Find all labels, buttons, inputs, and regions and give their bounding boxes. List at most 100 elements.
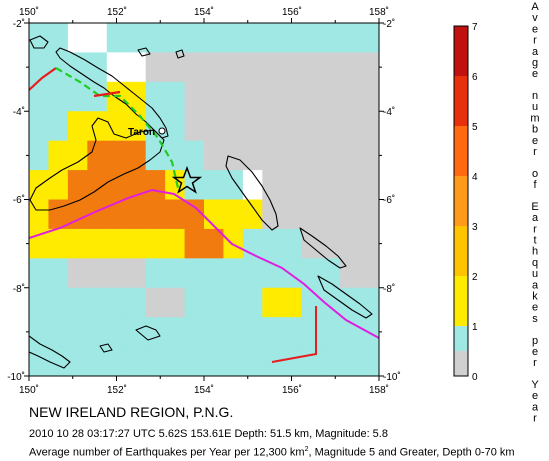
legend-title-letter: h [532,246,538,258]
grid-cell [165,81,186,112]
lat-label-left: -8˚ [13,283,25,295]
grid-cell [301,258,322,289]
grid-cell [359,346,379,376]
grid-cell [204,52,224,83]
grid-cell [184,287,205,318]
grid-cell [145,170,166,200]
grid-cell [301,111,322,142]
legend-title-letter: e [532,68,538,80]
grid-cell [301,81,322,112]
grid-cell [242,346,263,376]
grid-cell [340,228,361,259]
grid-cell [48,81,69,112]
legend-title-letter: o [532,168,538,180]
event-details: 2010 10 28 03:17:27 UTC 5.62S 153.61E De… [29,428,388,440]
grid-cell [145,52,166,83]
lon-label-top: 156˚ [282,6,302,18]
grid-cell [165,287,186,318]
grid-cell [126,287,147,318]
grid-cell [204,140,224,171]
grid-cell [301,52,322,83]
grid-cell [320,111,341,142]
legend-title-letter: m [530,112,539,124]
grid-cell [126,258,147,289]
grid-cell [204,258,224,289]
grid-cell [67,23,88,53]
grid-cell [301,170,322,200]
grid-cell [204,81,224,112]
legend-tick-label: 7 [472,22,478,33]
grid-cell [67,170,88,200]
grid-cell [223,52,244,83]
grid-cell [87,23,108,53]
grid-cell [359,111,379,142]
legend-band-1-2 [454,276,468,326]
grid-cell [184,228,205,259]
grid-cell [184,111,205,142]
grid-cell [340,23,361,53]
grid-cell [87,199,108,230]
grid-cell [359,140,379,171]
grid-cell [262,228,283,259]
legend-title-letter: a [532,212,539,224]
grid-cell [301,228,322,259]
grid-cell [165,140,186,171]
grid-cell [106,170,127,200]
grid-cell [281,23,302,53]
legend-tick-label: 1 [472,322,478,333]
small-island-coastline [135,325,161,341]
legend-band-4-5 [454,126,468,176]
lat-label-right: -2˚ [383,18,395,30]
grid-cell [184,199,205,230]
grid-cell [67,317,88,348]
lat-label-left: -4˚ [13,106,25,118]
grid-cell [106,52,127,83]
grid-cell [48,170,69,200]
grid-cell [320,346,341,376]
legend-title-letter: f [533,179,537,191]
legend-title-letter: r [533,357,537,369]
legend-title-letter: k [532,291,538,303]
grid-cell [145,287,166,318]
grid-cell [223,81,244,112]
grid-cell [126,81,147,112]
grid-cell [184,140,205,171]
legend-title-letter: b [532,124,538,136]
grid-cell [359,52,379,83]
small-island-coastline [137,47,151,57]
grid-cell [359,170,379,200]
grid-cell [48,258,69,289]
lat-label-left: -10˚ [7,371,25,383]
grid-cell [126,52,147,83]
grid-cell [223,287,244,318]
trench-line-north [29,67,57,91]
grid-cell [87,140,108,171]
grid-cell [67,287,88,318]
grid-cell [223,111,244,142]
grid-cell [48,228,69,259]
grid-cell [242,317,263,348]
legend-title-letter: r [533,35,537,47]
grid-cell [204,111,224,142]
choiseul-coastline [299,227,347,269]
grid-cell [320,140,341,171]
grid-cell [126,23,147,53]
grid-cell [223,199,244,230]
legend-band-3-4 [454,176,468,226]
earthquake-rate-grid [29,23,379,376]
region-title: NEW IRELAND REGION, P.N.G. [29,404,234,420]
grid-cell [87,111,108,142]
grid-cell [29,111,49,142]
grid-cell [301,317,322,348]
legend-title-letter: u [532,268,538,280]
lat-label-right: -10˚ [383,371,401,383]
grid-cell [242,111,263,142]
legend-title-letter: e [532,390,538,402]
grid-cell [242,81,263,112]
grid-cell [184,81,205,112]
grid-cell [184,346,205,376]
small-island-coastline [29,35,49,49]
grid-cell [340,170,361,200]
